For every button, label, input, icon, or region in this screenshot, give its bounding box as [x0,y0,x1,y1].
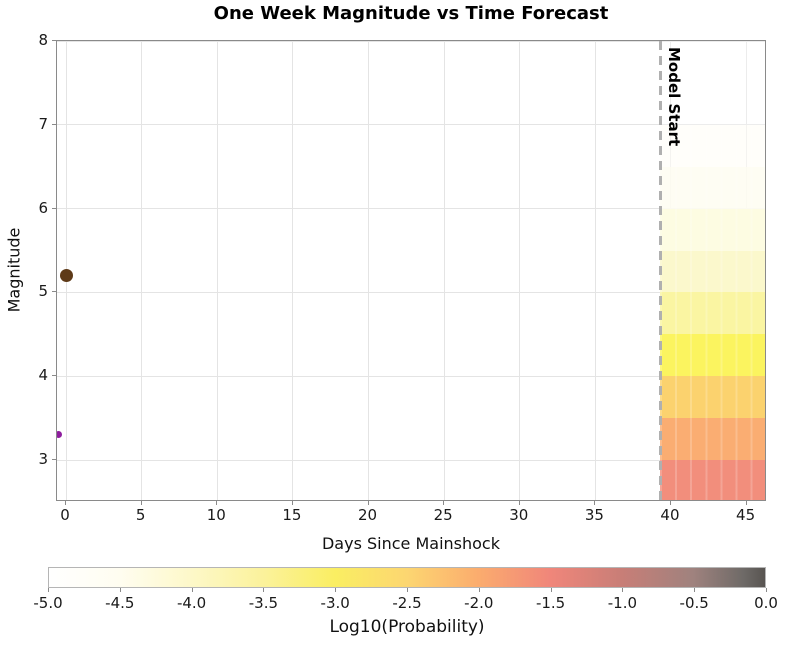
colorbar-tick-label: -1.0 [607,594,638,612]
colorbar [48,567,766,588]
x-tick-mark [669,501,671,505]
colorbar-tick-label: -0.5 [679,594,709,612]
colorbar-tick-label: -5.0 [33,594,63,612]
chart-title: One Week Magnitude vs Time Forecast [213,3,609,24]
v-gridline [141,41,143,500]
h-gridline [57,375,765,377]
colorbar-tick-label: 0.0 [754,594,778,612]
x-tick-mark [518,501,520,505]
v-gridline [594,41,596,500]
y-tick-mark [52,291,56,293]
v-gridline [443,41,445,500]
forecast-band [660,208,765,251]
colorbar-label: Log10(Probability) [329,617,485,637]
x-tick-mark [216,501,218,505]
x-tick-mark [65,501,67,505]
x-tick-label: 15 [282,506,302,524]
colorbar-tick-label: -3.0 [320,594,350,612]
colorbar-tick-mark [407,588,408,592]
forecast-band [660,418,765,461]
colorbar-tick-label: -4.5 [105,594,135,612]
colorbar-tick-mark [622,588,624,592]
h-gridline [57,459,765,461]
colorbar-tick-mark [48,588,49,592]
v-gridline [292,41,294,500]
mainshock-dot [59,269,73,283]
x-tick-label: 5 [135,506,146,524]
y-tick-label: 6 [38,198,48,217]
x-tick-mark [291,501,293,505]
forecast-band [660,334,765,377]
y-tick-mark [52,459,56,461]
x-tick-label: 20 [357,506,378,524]
colorbar-tick-mark [191,588,193,592]
colorbar-tick-mark [119,588,121,592]
forecast-band [660,166,765,209]
h-gridline [57,124,765,126]
y-tick-mark [52,375,56,377]
h-gridline [57,291,765,293]
model-start-label: Model Start [665,47,684,147]
v-gridline [216,41,218,500]
colorbar-tick-mark [335,588,337,592]
y-tick-label: 8 [38,31,48,49]
x-tick-mark [594,501,596,505]
x-tick-label: 0 [60,506,70,524]
y-tick-label: 3 [38,450,48,469]
x-tick-mark [140,501,142,505]
v-gridline [519,41,521,500]
x-tick-label: 30 [509,506,529,524]
colorbar-tick-mark [478,588,480,592]
colorbar-tick-mark [694,588,696,592]
forecast-band [660,124,765,167]
y-axis-label: Magnitude [4,227,24,313]
colorbar-tick-label: -2.5 [392,594,422,612]
x-tick-label: 35 [584,506,604,524]
x-tick-mark [367,501,369,505]
plot-area: Model Start [56,40,766,501]
x-tick-label: 40 [660,506,680,524]
colorbar-tick-label: -1.5 [535,594,566,612]
colorbar-tick-label: -3.5 [248,594,279,612]
forecast-band [660,292,765,335]
y-tick-label: 7 [38,114,48,133]
y-tick-mark [52,207,56,209]
x-tick-mark [745,501,747,505]
colorbar-tick-label: -2.0 [464,594,494,612]
y-tick-label: 4 [38,366,48,385]
colorbar-tick-mark [766,588,767,592]
colorbar-tick-mark [263,588,265,592]
forecast-band [660,376,765,419]
h-gridline [57,208,765,210]
forecast-band [660,460,765,500]
y-tick-mark [52,40,56,41]
colorbar-tick-mark [550,588,552,592]
y-tick-label: 5 [38,282,48,301]
forecast-band [660,41,765,125]
x-tick-mark [443,501,445,505]
x-axis-label: Days Since Mainshock [321,534,500,553]
colorbar-tick-label: -4.0 [176,594,207,612]
x-tick-label: 45 [736,506,756,524]
model-start-line [659,41,662,500]
foreshock-dot [57,431,63,439]
x-tick-label: 10 [206,506,226,524]
forecast-band [660,250,765,293]
x-tick-label: 25 [433,506,453,524]
y-tick-mark [52,123,56,125]
h-gridline [57,41,765,42]
v-gridline [368,41,370,500]
